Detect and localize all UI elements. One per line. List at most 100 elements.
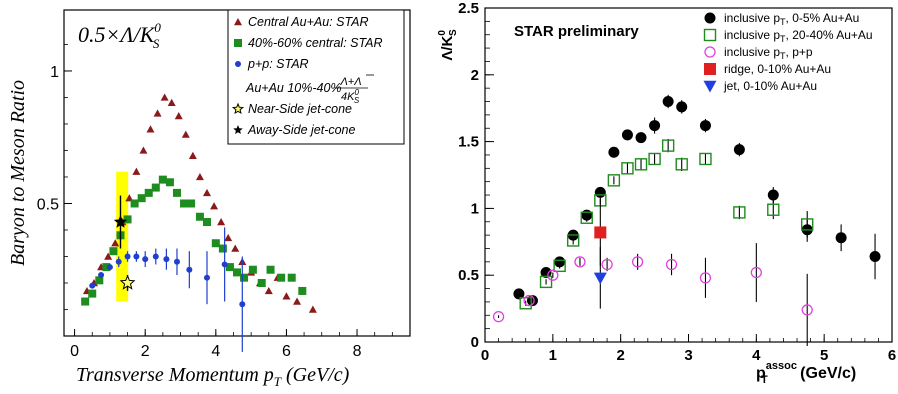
left-legend-label: 40%-60% central: STAR [248,36,383,50]
data-point [160,93,169,101]
data-point [801,304,813,316]
data-point [211,239,220,248]
left-legend-marker [234,39,242,47]
data-point [210,202,219,210]
right-y-tick-label: 2 [471,67,479,84]
right-legend-marker [703,80,717,93]
data-point [699,152,712,166]
data-point [607,174,621,187]
right-x-tick-label: 1 [549,347,557,364]
data-point [621,129,633,141]
right-series-4 [593,247,607,309]
right-legend-marker [704,46,716,58]
data-point [277,273,286,282]
right-legend-label: inclusive pT, 20-40% Au+Au [724,28,873,44]
data-point [648,152,661,166]
left-legend-label: Central Au+Au: STAR [248,15,369,29]
right-legend-label: inclusive pT, p+p [724,45,813,61]
left-series-2 [89,227,246,352]
right-chart-title: STAR preliminary [514,23,639,40]
data-point [106,264,113,271]
data-point [293,297,302,305]
left-y-tick-label: 1 [50,64,59,81]
data-point [869,250,881,262]
data-point [224,233,233,242]
data-point [601,258,613,271]
data-point [733,144,745,156]
data-point [266,265,275,274]
right-x-tick-label: 4 [752,347,761,364]
right-series-1 [519,138,814,310]
right-legend-label: ridge, 0-10% Au+Au [724,62,831,76]
ratio-denominator: 4K0 S [341,88,360,105]
data-point [217,218,226,226]
right-legend-marker [703,28,717,42]
data-point [553,259,566,273]
data-point [287,273,296,282]
data-point [186,266,193,273]
data-point [257,278,266,287]
data-point [635,132,647,144]
data-point [188,151,197,159]
data-point [699,272,712,284]
data-point [221,261,228,268]
data-point [174,112,183,120]
data-point [181,130,190,138]
right-x-tick-label: 3 [684,347,692,364]
data-point [566,234,580,247]
left-legend-marker [235,61,241,67]
data-point [767,189,779,201]
data-point [115,258,122,265]
data-point [513,288,525,300]
right-series-0 [513,94,881,307]
data-point [119,274,136,290]
data-point [165,178,174,187]
right-y-tick-label: 0.5 [458,267,479,284]
right-series-2 [492,243,813,347]
data-point [203,274,210,281]
right-x-axis-label: passoc T (GeV/c) [756,360,856,386]
data-point [151,183,160,192]
ratio-numerator: Λ+Λ [339,76,361,88]
left-legend-marker [234,18,242,26]
data-point [104,252,113,260]
data-point [574,256,586,268]
data-point [608,146,620,158]
right-chart: 0 1 2 3 4 5 6 0 0.5 1 1.5 2 2.5 STAR preliminary Λ/K… [437,0,896,386]
left-x-axis-label: Transverse Momentum pT (GeV/c) [76,364,350,389]
data-point [113,215,128,228]
right-x-tick-label: 0 [481,347,489,364]
data-point [675,158,688,171]
data-point [662,96,674,108]
left-chart-title: 0.5×Λ/K0 S [78,20,161,51]
data-point [699,120,711,132]
data-point [248,265,257,274]
left-special-series-1 [119,274,136,291]
right-y-tick-label: 1 [471,200,479,217]
data-point [733,206,746,219]
data-point [172,188,181,197]
data-point [523,294,535,307]
data-point [240,273,249,282]
data-point [621,162,634,175]
left-y-axis-label: Baryon to Meson Ratio [7,80,29,266]
data-point [631,256,644,268]
left-legend-marker [233,125,243,134]
left-x-tick-label: 8 [353,343,362,360]
data-point [111,239,120,247]
data-point [109,247,118,256]
data-point [173,258,180,265]
data-point [130,199,139,208]
right-y-tick-label: 1.5 [458,134,479,151]
data-point [218,244,227,253]
data-point [298,286,307,295]
left-x-tick-label: 6 [282,343,291,360]
left-legend-label: Au+Au 10%-40% [245,81,342,95]
data-point [282,292,291,300]
data-point [137,194,146,203]
data-point [123,215,132,224]
data-point [308,305,317,313]
right-plot-frame [484,7,893,343]
data-point [540,267,552,279]
data-point [231,244,240,252]
